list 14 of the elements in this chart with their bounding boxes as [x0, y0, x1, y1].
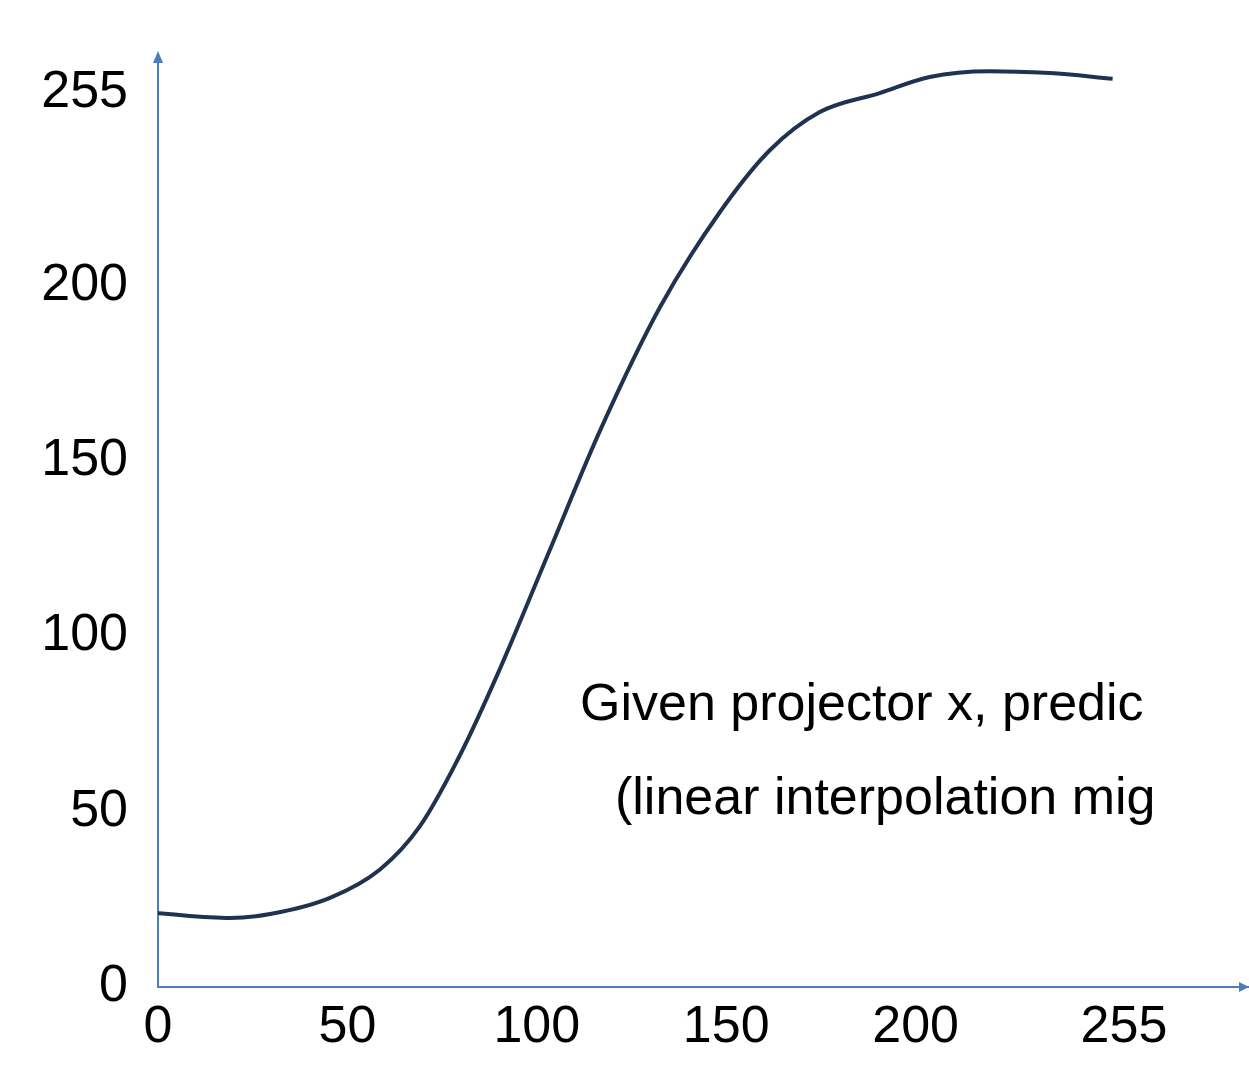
- x-tick-label: 0: [143, 995, 173, 1054]
- x-tick-label: 50: [318, 995, 377, 1054]
- x-tick-label: 200: [872, 995, 960, 1054]
- x-tick-label: 255: [1080, 995, 1168, 1054]
- y-tick-label: 50: [70, 778, 128, 837]
- annotation: (linear interpolation mig: [615, 766, 1156, 826]
- y-tick-label: 100: [41, 603, 128, 662]
- y-tick-label: 200: [41, 252, 128, 311]
- y-tick-label: 150: [41, 428, 128, 487]
- annotation: Given projector x, predic: [580, 672, 1144, 732]
- x-tick-label: 100: [493, 995, 581, 1054]
- y-tick-label: 0: [99, 953, 128, 1012]
- x-tick-label: 150: [682, 995, 770, 1054]
- y-tick-label: 255: [41, 60, 128, 119]
